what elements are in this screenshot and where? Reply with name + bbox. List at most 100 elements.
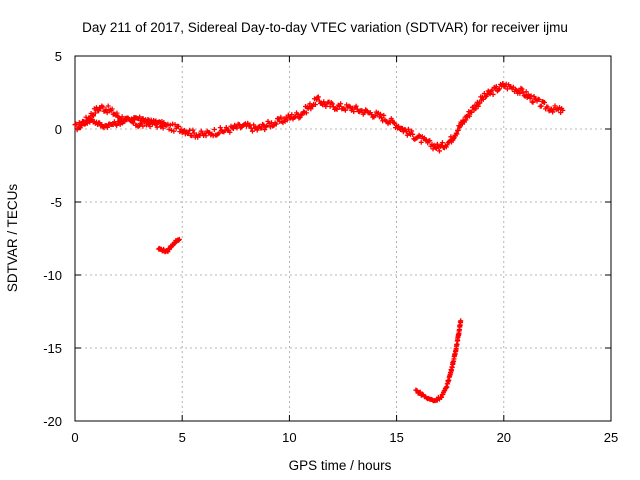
data-point [259, 125, 265, 131]
data-point [103, 107, 109, 113]
series-secondary [78, 114, 167, 131]
data-point [267, 124, 273, 130]
x-tick-label: 0 [71, 430, 78, 445]
data-point [475, 103, 481, 109]
data-point [289, 112, 295, 118]
data-point [418, 139, 424, 145]
data-point [78, 122, 84, 128]
data-point [312, 102, 318, 108]
data-point [119, 114, 125, 120]
data-point [273, 121, 279, 127]
ticks: 0 5 10 15 20 25 -20 -15 -10 -5 0 5 [43, 49, 618, 445]
data-point [203, 133, 209, 139]
x-tick-label: 10 [282, 430, 296, 445]
data-point [251, 122, 257, 128]
data-point [176, 123, 182, 129]
data-point [217, 125, 223, 131]
data-point [211, 127, 217, 133]
data-point [530, 99, 536, 105]
data-point [455, 127, 461, 133]
data-point [458, 318, 464, 324]
data-point [323, 104, 329, 110]
series-main [72, 80, 566, 154]
data-point [114, 110, 120, 116]
data-point [405, 126, 411, 132]
plot-frame [74, 55, 612, 422]
x-tick-label: 20 [497, 430, 511, 445]
y-tick-label: -15 [43, 341, 62, 356]
y-axis-label: SDTVAR / TECUs [5, 184, 20, 293]
data-point [165, 121, 171, 127]
data-point [484, 92, 490, 98]
data-point [523, 89, 529, 95]
data-point [463, 117, 469, 123]
data-point [315, 94, 321, 100]
data-point [168, 127, 174, 133]
data-point [176, 237, 182, 243]
data-point [342, 107, 348, 113]
data-point [140, 116, 146, 122]
x-tick-label: 25 [604, 430, 618, 445]
data-point [528, 93, 534, 99]
data-point [236, 122, 242, 128]
data-point [466, 113, 472, 119]
x-tick-label: 15 [389, 430, 403, 445]
data-point [439, 140, 445, 146]
data-point [536, 97, 542, 103]
data-point [497, 86, 503, 92]
data-point [489, 87, 495, 93]
data-point [560, 107, 566, 113]
data-points [72, 80, 566, 404]
data-point [353, 103, 359, 109]
chart-title: Day 211 of 2017, Sidereal Day-to-day VTE… [82, 20, 568, 35]
data-point [254, 127, 260, 133]
data-point [266, 121, 272, 127]
data-point [480, 96, 486, 102]
series-segment-a [156, 236, 182, 255]
data-point [481, 91, 487, 97]
data-point [171, 128, 177, 134]
data-point [538, 103, 544, 109]
data-point [100, 104, 106, 110]
data-point [381, 112, 387, 118]
data-point [262, 127, 268, 133]
data-point [190, 127, 196, 133]
data-point [216, 130, 222, 136]
x-tick-label: 5 [179, 430, 186, 445]
data-point [278, 114, 284, 120]
data-point [249, 128, 255, 134]
y-tick-label: 0 [55, 122, 62, 137]
data-point [409, 128, 415, 134]
data-point [527, 95, 533, 101]
data-point [469, 109, 475, 115]
data-point [427, 138, 433, 144]
data-point [550, 109, 556, 115]
data-point [105, 103, 111, 109]
data-point [542, 99, 548, 105]
data-point [517, 90, 523, 96]
data-point [114, 122, 120, 128]
data-point [96, 108, 102, 114]
y-tick-label: 5 [55, 49, 62, 64]
y-tick-label: -10 [43, 268, 62, 283]
data-point [140, 123, 146, 129]
data-point [109, 106, 115, 112]
data-point [308, 106, 314, 112]
data-point [490, 91, 496, 97]
data-point [284, 117, 290, 123]
y-tick-label: -20 [43, 414, 62, 429]
data-point [552, 103, 558, 109]
data-point [477, 100, 483, 106]
data-point [161, 119, 167, 125]
series-segment-b [413, 318, 464, 404]
data-point [92, 110, 98, 116]
data-point [147, 124, 153, 130]
data-point [160, 125, 166, 131]
data-point [338, 101, 344, 107]
data-point [493, 84, 499, 90]
data-point [410, 131, 416, 137]
data-point [454, 131, 460, 137]
x-axis-label: GPS time / hours [289, 458, 392, 473]
data-point [189, 133, 195, 139]
